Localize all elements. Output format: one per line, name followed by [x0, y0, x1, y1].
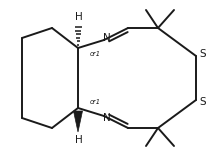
- Text: N: N: [103, 33, 111, 43]
- Text: or1: or1: [90, 51, 101, 57]
- Text: H: H: [75, 12, 83, 22]
- Text: N: N: [103, 113, 111, 123]
- Text: S: S: [200, 97, 206, 107]
- Text: S: S: [200, 49, 206, 59]
- Polygon shape: [73, 111, 82, 132]
- Text: H: H: [75, 135, 83, 145]
- Text: or1: or1: [90, 99, 101, 105]
